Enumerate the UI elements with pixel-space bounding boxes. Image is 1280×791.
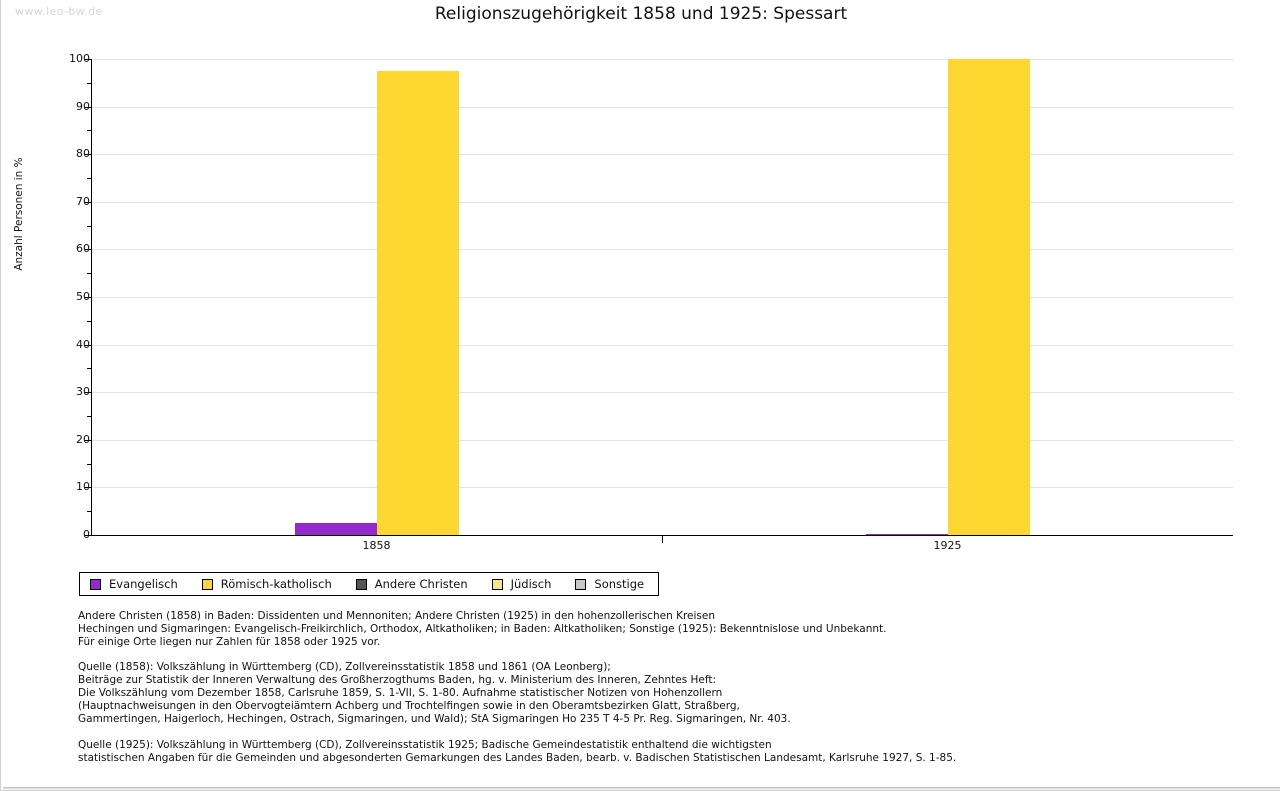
legend-swatch-icon (491, 578, 503, 590)
legend-item-andere-christen[interactable]: Andere Christen (355, 577, 468, 591)
legend-item-sonstige[interactable]: Sonstige (575, 577, 644, 591)
y-axis-minor-tick (87, 463, 91, 465)
y-axis-tick (85, 392, 91, 394)
legend-swatch-icon (90, 578, 101, 590)
y-axis-tick-label: 20 (76, 432, 90, 446)
y-axis-tick-label: 60 (76, 242, 90, 256)
y-axis-tick-label: 50 (76, 290, 90, 303)
y-axis-tick (85, 535, 91, 536)
y-axis-tick-label: 70 (76, 194, 90, 208)
note-line: Andere Christen (1858) in Baden: Disside… (78, 610, 715, 622)
y-axis-tick-label: 0 (83, 528, 90, 541)
y-axis-minor-tick (87, 178, 91, 179)
y-axis-tick (85, 154, 91, 156)
y-axis-tick-label: 40 (76, 337, 90, 351)
source-1925: Quelle (1925): Volkszählung in Württembe… (78, 739, 956, 765)
y-axis-tick-label: 90 (76, 99, 90, 113)
y-axis-tick (85, 487, 91, 489)
y-axis-minor-tick (87, 273, 91, 275)
y-axis-minor-tick (87, 511, 91, 513)
plot-area (91, 59, 1233, 535)
note-line: Beiträge zur Statistik der Inneren Verwa… (78, 674, 717, 686)
y-axis-tick-label: 10 (76, 480, 90, 494)
source-1858: Quelle (1858): Volkszählung in Württembe… (78, 661, 791, 726)
y-axis-tick (85, 439, 91, 441)
gridline (91, 201, 1233, 203)
chart-legend: Evangelisch Römisch-katholisch Andere Chri… (79, 572, 660, 596)
bar-1858-evangelisch (294, 523, 377, 535)
legend-item-label: Andere Christen (374, 577, 468, 591)
gridline (91, 439, 1233, 441)
legend-item-j-disch[interactable]: Jüdisch (491, 577, 552, 591)
y-axis-tick (85, 201, 91, 203)
chart-title: Religionszugehörigkeit 1858 und 1925: Sp… (434, 4, 848, 24)
y-axis-tick-label: 80 (76, 147, 90, 161)
legend-swatch-icon (575, 578, 587, 590)
bar-1858-r-misch-katholisch (376, 70, 459, 535)
note-line: statistischen Angaben für die Gemeinden … (78, 752, 957, 764)
note-line: Die Volkszählung vom Dezember 1858, Carl… (78, 687, 723, 699)
y-axis-tick (85, 297, 91, 298)
gridline (91, 297, 1233, 298)
legend-item-label: Jüdisch (510, 577, 552, 591)
site-watermark: www.leo-bw.de (15, 5, 103, 18)
legend-item-label: Sonstige (594, 577, 645, 591)
legend-item-r-misch-katholisch[interactable]: Römisch-katholisch (201, 577, 332, 591)
gridline (91, 154, 1233, 156)
note-line: Quelle (1925): Volkszählung in Württembe… (78, 739, 772, 751)
y-axis-tick (85, 249, 91, 251)
x-axis-tick (662, 536, 663, 543)
y-axis-tick (85, 106, 91, 108)
gridline (91, 392, 1233, 394)
y-axis-minor-tick (87, 225, 91, 227)
gridline (91, 344, 1233, 346)
legend-swatch-icon (355, 578, 367, 590)
bar-1925-r-misch-katholisch (947, 59, 1030, 535)
y-axis-line (91, 59, 92, 536)
gridline (91, 59, 1233, 60)
legend-item-label: Evangelisch (109, 577, 178, 591)
note-line: (Hauptnachweisungen in den Obervogteiämt… (78, 700, 740, 712)
page-shadow (3, 787, 1280, 790)
x-axis-line (91, 535, 1233, 536)
note-line: Quelle (1858): Volkszählung in Württembe… (78, 661, 611, 673)
y-axis-title: Anzahl Personen in % (13, 157, 25, 271)
y-axis-minor-tick (87, 416, 91, 417)
legend-swatch-icon (201, 578, 213, 590)
y-axis-minor-tick (87, 82, 91, 84)
x-axis-tick-label: 1925 (933, 539, 962, 552)
gridline (91, 487, 1233, 489)
y-axis-minor-tick (87, 130, 91, 132)
gridline (91, 249, 1233, 251)
gridline (91, 106, 1233, 108)
y-axis-tick-label: 30 (76, 385, 90, 399)
y-axis-tick (85, 59, 91, 60)
note-line: Hechingen und Sigmaringen: Evangelisch-F… (78, 623, 887, 635)
legend-item-evangelisch[interactable]: Evangelisch (90, 577, 178, 591)
note-line: Für einige Orte liegen nur Zahlen für 18… (78, 636, 381, 648)
y-axis-tick-label: 100 (69, 52, 90, 65)
legend-item-label: Römisch-katholisch (220, 577, 332, 591)
note-line: Gammertingen, Haigerloch, Hechingen, Ost… (78, 713, 791, 725)
bar-1925-evangelisch (865, 533, 948, 535)
y-axis-minor-tick (87, 368, 91, 370)
y-axis-minor-tick (87, 320, 91, 322)
y-axis-tick (85, 344, 91, 346)
footnote-definitions: Andere Christen (1858) in Baden: Disside… (78, 610, 886, 649)
x-axis-tick-label: 1858 (362, 539, 391, 552)
